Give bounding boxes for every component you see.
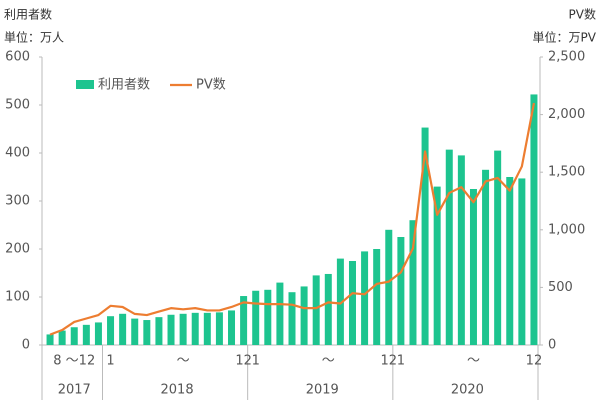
line	[49, 102, 536, 336]
y-tick-label: 400	[5, 146, 30, 161]
y-axis-title: 利用者数	[4, 7, 52, 22]
bar	[94, 322, 102, 345]
y2-tick-label: 2,500	[548, 50, 585, 65]
bar	[288, 292, 296, 345]
bar	[348, 261, 356, 345]
bar	[264, 289, 272, 345]
legend-label: PV数	[196, 78, 226, 93]
x-tick-label: ～	[322, 354, 335, 369]
bar	[276, 282, 284, 345]
y-tick-label: 600	[5, 50, 30, 65]
bar	[167, 314, 175, 345]
bar	[506, 177, 514, 345]
x-tick-label: 8 ～12	[53, 354, 95, 369]
bar	[119, 313, 127, 345]
bar	[361, 251, 369, 345]
bar	[518, 178, 526, 345]
bar	[324, 273, 332, 345]
year-label: 2020	[451, 383, 484, 398]
y2-tick-label: 0	[548, 338, 556, 353]
bar	[312, 275, 320, 345]
y2-axis-unit: 単位：万PV	[533, 30, 597, 45]
year-label: 2018	[161, 383, 194, 398]
bar	[530, 94, 538, 345]
bar	[433, 186, 441, 345]
x-tick-label: ～	[467, 354, 480, 369]
y2-tick-label: 1,000	[548, 222, 585, 237]
bar	[336, 258, 344, 345]
legend-swatch	[76, 80, 94, 89]
bar	[131, 318, 139, 345]
x-tick-label: 1	[397, 354, 405, 369]
bar	[469, 189, 477, 345]
y-tick-label: 300	[5, 194, 30, 209]
bar	[203, 312, 211, 345]
bar	[240, 296, 248, 345]
bar	[482, 169, 490, 345]
y-tick-label: 200	[5, 242, 30, 257]
bar	[215, 312, 223, 345]
year-label: 2019	[306, 383, 339, 398]
x-tick-label: 1	[252, 354, 260, 369]
bar	[70, 327, 78, 345]
y-tick-label: 0	[22, 338, 30, 353]
x-tick-label: ～	[177, 354, 190, 369]
y-axis-unit: 単位：万人	[4, 30, 64, 45]
bar	[421, 127, 429, 345]
y2-tick-label: 500	[548, 280, 573, 295]
y-tick-label: 500	[5, 98, 30, 113]
x-tick-label: 1	[106, 354, 114, 369]
y2-tick-label: 2,000	[548, 107, 585, 122]
bar	[46, 334, 54, 345]
bar	[397, 237, 405, 345]
bar	[445, 149, 453, 345]
legend-label: 利用者数	[98, 78, 150, 93]
year-label: 2017	[58, 383, 91, 398]
bar	[82, 324, 90, 345]
y2-tick-label: 1,500	[548, 165, 585, 180]
bar	[58, 330, 66, 345]
bar	[373, 249, 381, 345]
bar	[385, 229, 393, 345]
bar	[228, 310, 236, 345]
x-tick-label: 12	[526, 354, 543, 369]
bar	[155, 317, 163, 345]
bar	[191, 312, 199, 345]
bar	[409, 220, 417, 345]
bar	[252, 290, 260, 345]
bar	[107, 316, 115, 345]
bar	[457, 155, 465, 345]
bar	[300, 286, 308, 345]
x-tick-label: 12	[235, 354, 252, 369]
bar	[143, 320, 151, 345]
bar	[494, 150, 502, 345]
bar	[179, 313, 187, 345]
x-tick-label: 12	[381, 354, 398, 369]
y2-axis-title: PV数	[569, 7, 596, 22]
y-tick-label: 100	[5, 290, 30, 305]
